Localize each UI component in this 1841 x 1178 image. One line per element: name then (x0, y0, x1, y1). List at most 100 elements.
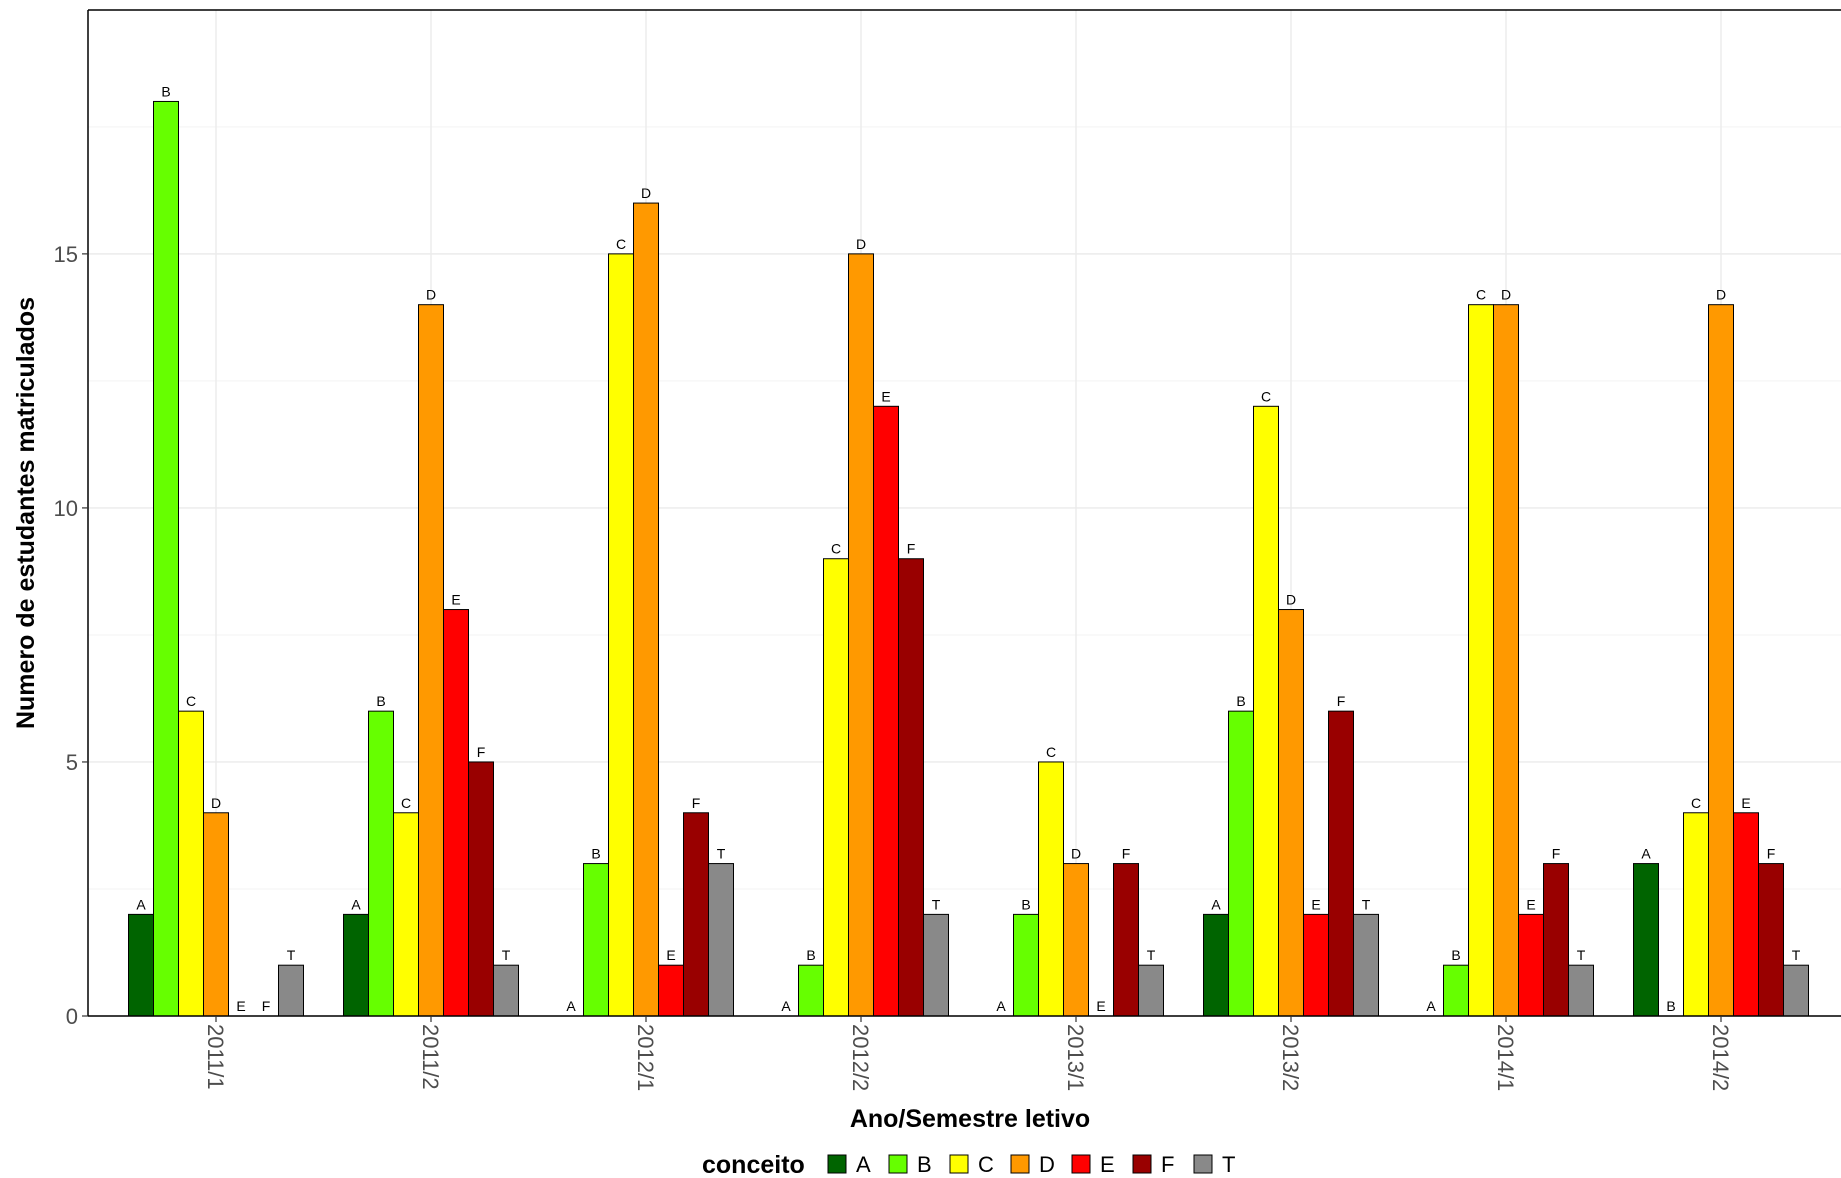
bar-label-C: C (401, 795, 411, 811)
bar-F (1543, 863, 1569, 1017)
bar-C (1253, 405, 1279, 1017)
bar-label-D: D (641, 185, 651, 201)
bar-label-D: D (211, 795, 221, 811)
bar-label-D: D (856, 236, 866, 252)
x-tick-label: 2011/1 (203, 1024, 228, 1090)
bar-label-A: A (1426, 998, 1436, 1014)
bar-A (343, 913, 369, 1017)
bar-label-B: B (591, 846, 600, 862)
bar-B (1228, 710, 1254, 1017)
bar-B (583, 863, 609, 1017)
bar-label-D: D (1716, 287, 1726, 303)
y-tick-label: 5 (66, 750, 78, 775)
x-tick-label: 2012/1 (633, 1024, 658, 1091)
bar-label-E: E (236, 998, 245, 1014)
bar-label-B: B (1021, 896, 1030, 912)
legend-label-A: A (856, 1152, 871, 1177)
bar-label-B: B (1451, 947, 1460, 963)
bar-label-F: F (907, 541, 916, 557)
bar-label-C: C (186, 693, 196, 709)
x-tick-label: 2013/1 (1063, 1024, 1088, 1091)
bar-label-A: A (1211, 896, 1221, 912)
bar-E (1518, 913, 1544, 1017)
bar-label-E: E (451, 592, 460, 608)
bar-E (1303, 913, 1329, 1017)
legend-key-T (1193, 1154, 1213, 1174)
bar-label-B: B (376, 693, 385, 709)
bar-label-T: T (1792, 947, 1801, 963)
legend: conceito A B C D E F T (702, 1151, 1235, 1178)
bar-label-A: A (136, 896, 146, 912)
bars-group (128, 100, 1809, 1017)
y-tick-label: 0 (66, 1004, 78, 1029)
legend-label-B: B (917, 1152, 932, 1177)
bar-label-F: F (1337, 693, 1346, 709)
bar-E (873, 405, 899, 1017)
bar-C (1683, 812, 1709, 1017)
legend-title: conceito (702, 1151, 805, 1178)
bar-B (368, 710, 394, 1017)
x-tick-label: 2011/2 (418, 1024, 443, 1090)
bar-E (1733, 812, 1759, 1017)
bar-A (1633, 863, 1659, 1017)
legend-key-F (1132, 1154, 1152, 1174)
x-tick-label: 2012/2 (848, 1024, 873, 1091)
bar-label-C: C (1046, 744, 1056, 760)
bar-label-C: C (1476, 287, 1486, 303)
bar-F (1113, 863, 1139, 1017)
bar-D (418, 304, 444, 1017)
bar-D (203, 812, 229, 1017)
bar-label-T: T (717, 846, 726, 862)
bar-F (468, 761, 494, 1017)
bar-C (823, 558, 849, 1017)
bar-B (798, 964, 824, 1017)
bar-label-A: A (996, 998, 1006, 1014)
bar-D (1063, 863, 1089, 1017)
bar-label-D: D (1501, 287, 1511, 303)
bar-label-E: E (1311, 896, 1320, 912)
bar-T (923, 913, 949, 1017)
bar-label-A: A (351, 896, 361, 912)
bar-label-T: T (502, 947, 511, 963)
bar-label-D: D (1071, 846, 1081, 862)
y-tick-label: 10 (54, 496, 78, 521)
plot-panel (88, 10, 1841, 1016)
y-tick-label: 15 (54, 242, 78, 267)
bar-F (898, 558, 924, 1017)
bar-E (658, 964, 684, 1017)
bar-C (1038, 761, 1064, 1017)
bar-label-A: A (781, 998, 791, 1014)
bar-label-E: E (881, 388, 890, 404)
bar-B (153, 100, 179, 1017)
bar-B (1013, 913, 1039, 1017)
y-axis-ticks: 0 5 10 15 (54, 242, 88, 1029)
legend-key-B (888, 1154, 908, 1174)
legend-key-E (1071, 1154, 1091, 1174)
bar-D (848, 253, 874, 1017)
bar-F (1328, 710, 1354, 1017)
bar-label-F: F (1767, 846, 1776, 862)
bar-label-E: E (1741, 795, 1750, 811)
bar-T (1568, 964, 1594, 1017)
bar-A (128, 913, 154, 1017)
bar-label-A: A (566, 998, 576, 1014)
bar-F (1758, 863, 1784, 1017)
bar-label-C: C (1261, 388, 1271, 404)
bar-D (1278, 609, 1304, 1017)
legend-key-A (827, 1154, 847, 1174)
bar-T (1138, 964, 1164, 1017)
bar-C (393, 812, 419, 1017)
bar-D (633, 202, 659, 1017)
x-tick-label: 2014/2 (1708, 1024, 1733, 1091)
bar-label-T: T (1577, 947, 1586, 963)
bar-label-F: F (692, 795, 701, 811)
bar-C (1468, 304, 1494, 1017)
legend-label-D: D (1039, 1152, 1055, 1177)
bar-label-D: D (1286, 592, 1296, 608)
bar-label-E: E (1526, 896, 1535, 912)
bar-label-C: C (1691, 795, 1701, 811)
bar-label-B: B (806, 947, 815, 963)
bar-label-B: B (1666, 998, 1675, 1014)
